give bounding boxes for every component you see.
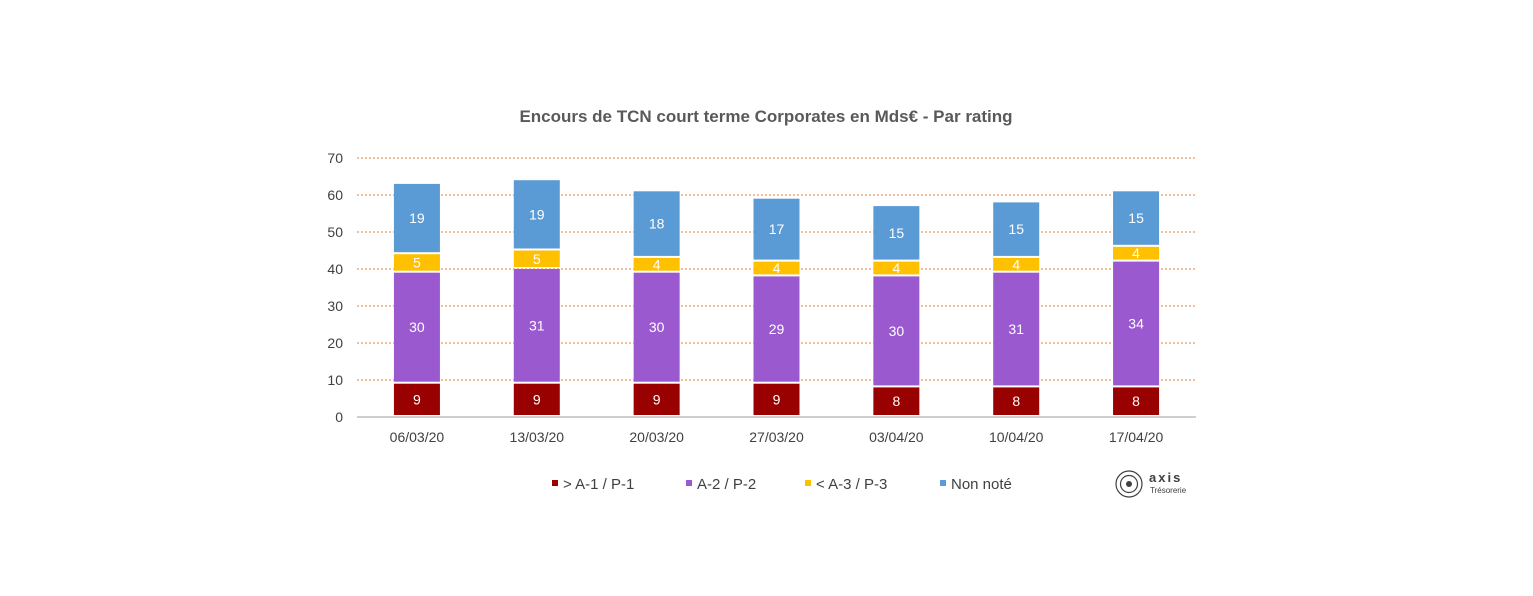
legend-swatch (805, 480, 811, 486)
bar-segment (873, 276, 920, 386)
x-axis: 06/03/20 13/03/20 20/03/20 27/03/20 03/04/20… (357, 416, 1196, 445)
bar-segment (513, 269, 560, 382)
x-tick-label: 06/03/20 (390, 429, 445, 445)
data-label: 4 (653, 256, 661, 272)
x-tick-label: 17/04/20 (1109, 429, 1164, 445)
data-label: 4 (892, 260, 900, 276)
data-label: 30 (649, 319, 665, 335)
bar-segment (513, 250, 560, 267)
legend-label: Non noté (951, 476, 1012, 493)
bar-segment (993, 272, 1040, 386)
bar-segment (513, 180, 560, 249)
data-label: 4 (1012, 256, 1020, 272)
legend-swatch (552, 480, 558, 486)
y-tick-label: 20 (327, 335, 343, 351)
data-label: 4 (1132, 245, 1140, 261)
bar-segment (993, 387, 1040, 415)
data-label: 8 (1132, 393, 1140, 409)
data-label: 29 (769, 321, 785, 337)
data-label: 18 (649, 216, 665, 232)
bars: 9 30 5 19 9 31 5 19 9 30 4 18 9 29 4 17 8 30 4 15 8 31 4 15 8 34 4… (393, 180, 1160, 415)
bar-segment (393, 383, 440, 415)
legend: > A-1 / P-1 A-2 / P-2 < A-3 / P-3 Non noté (552, 476, 1012, 493)
x-tick-label: 03/04/20 (869, 429, 924, 445)
logo-emblem-icon (1115, 470, 1143, 498)
bar-segment (753, 276, 800, 382)
data-label: 34 (1128, 316, 1144, 332)
bar-segment (1113, 246, 1160, 260)
bar-segment (393, 272, 440, 382)
legend-label: A-2 / P-2 (697, 476, 756, 493)
data-label: 5 (413, 254, 421, 270)
axis-logo: axis Trésorerie (1115, 470, 1187, 498)
bar-segment (993, 202, 1040, 256)
data-label: 31 (1008, 321, 1024, 337)
data-label: 31 (529, 317, 545, 333)
bar-segment (633, 383, 680, 415)
logo-word: axis (1149, 470, 1182, 485)
legend-swatch (686, 480, 692, 486)
y-tick-label: 60 (327, 187, 343, 203)
legend-swatch (940, 480, 946, 486)
data-label: 5 (533, 251, 541, 267)
bar-segment (393, 183, 440, 253)
legend-label: < A-3 / P-3 (816, 476, 887, 493)
bar-segment (873, 261, 920, 275)
data-label: 15 (1008, 221, 1024, 237)
x-tick-label: 20/03/20 (629, 429, 684, 445)
data-label: 30 (409, 319, 425, 335)
bar-segment (513, 383, 560, 415)
y-tick-label: 30 (327, 298, 343, 314)
data-label: 30 (889, 323, 905, 339)
data-label: 8 (1012, 393, 1020, 409)
data-label: 9 (533, 391, 541, 407)
bar-segment (1113, 261, 1160, 386)
bar-segment (633, 257, 680, 271)
bar-segment (1113, 387, 1160, 415)
data-label: 19 (409, 210, 425, 226)
data-label: 9 (413, 391, 421, 407)
x-tick-label: 27/03/20 (749, 429, 804, 445)
bar-segment (753, 198, 800, 260)
bar-segment (873, 387, 920, 415)
y-tick-label: 50 (327, 224, 343, 240)
data-label: 4 (773, 260, 781, 276)
y-tick-label: 10 (327, 372, 343, 388)
y-axis: 0 10 20 30 40 50 60 70 (327, 150, 343, 425)
legend-label: > A-1 / P-1 (563, 476, 634, 493)
data-label: 19 (529, 206, 545, 222)
y-tick-label: 70 (327, 150, 343, 166)
bar-segment (393, 254, 440, 271)
logo-subtitle: Trésorerie (1150, 486, 1187, 495)
x-tick-label: 10/04/20 (989, 429, 1044, 445)
bar-segment (633, 272, 680, 382)
data-label: 15 (889, 225, 905, 241)
data-label: 15 (1128, 210, 1144, 226)
bar-segment (1113, 191, 1160, 245)
data-label: 8 (892, 393, 900, 409)
y-tick-label: 0 (335, 409, 343, 425)
bar-segment (753, 383, 800, 415)
data-label: 9 (653, 391, 661, 407)
y-tick-label: 40 (327, 261, 343, 277)
chart-title: Encours de TCN court terme Corporates en… (519, 107, 1012, 126)
bar-segment (753, 261, 800, 275)
data-label: 17 (769, 221, 785, 237)
data-label: 9 (773, 391, 781, 407)
bar-segment (633, 191, 680, 256)
bar-segment (993, 257, 1040, 271)
x-tick-label: 13/03/20 (510, 429, 565, 445)
bar-segment (873, 206, 920, 260)
